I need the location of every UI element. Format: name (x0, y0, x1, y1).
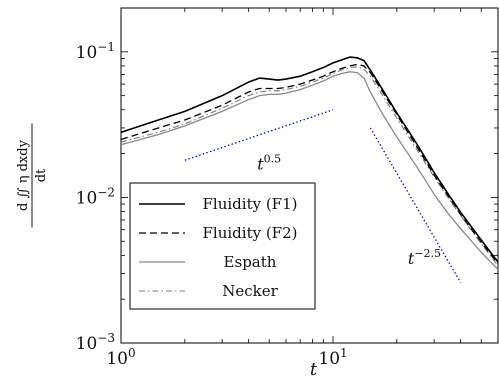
tick-labels: 100 101 10−3 10−2 10−1 (76, 40, 348, 369)
series-layer (120, 56, 499, 270)
legend-label-1: Fluidity (F1) (203, 195, 298, 213)
axis-ticks (120, 7, 499, 344)
x-axis-label: t (310, 359, 318, 380)
plot-frame (120, 7, 499, 344)
series-line-4 (120, 66, 499, 266)
y-axis-label: d ∬ η dxdy dt (16, 123, 49, 228)
y-tick-label: 10−1 (76, 40, 115, 63)
y-axis-label-denominator: dt (34, 168, 49, 182)
x-tick-label: 101 (318, 346, 347, 369)
legend-label-4: Necker (222, 282, 278, 300)
series-line-2 (120, 63, 499, 265)
slope-line-2 (369, 127, 462, 283)
series-line-3 (120, 71, 499, 270)
slope-label-1: t0.5 (257, 153, 281, 174)
y-axis-label-numerator: d ∬ η dxdy (16, 139, 31, 211)
slope-label-2: t−2.5 (408, 247, 441, 268)
y-tick-label: 10−2 (76, 185, 115, 208)
legend-label-2: Fluidity (F2) (203, 224, 298, 242)
slope-line-1 (184, 109, 334, 161)
legend: Fluidity (F1) Fluidity (F2) Espath Necker (129, 182, 316, 310)
legend-label-3: Espath (224, 253, 277, 271)
x-tick-label: 100 (106, 346, 135, 369)
annotation-layer: t0.5 t−2.5 (184, 109, 462, 283)
series-line-1 (120, 56, 499, 263)
y-tick-label: 10−3 (76, 331, 115, 354)
